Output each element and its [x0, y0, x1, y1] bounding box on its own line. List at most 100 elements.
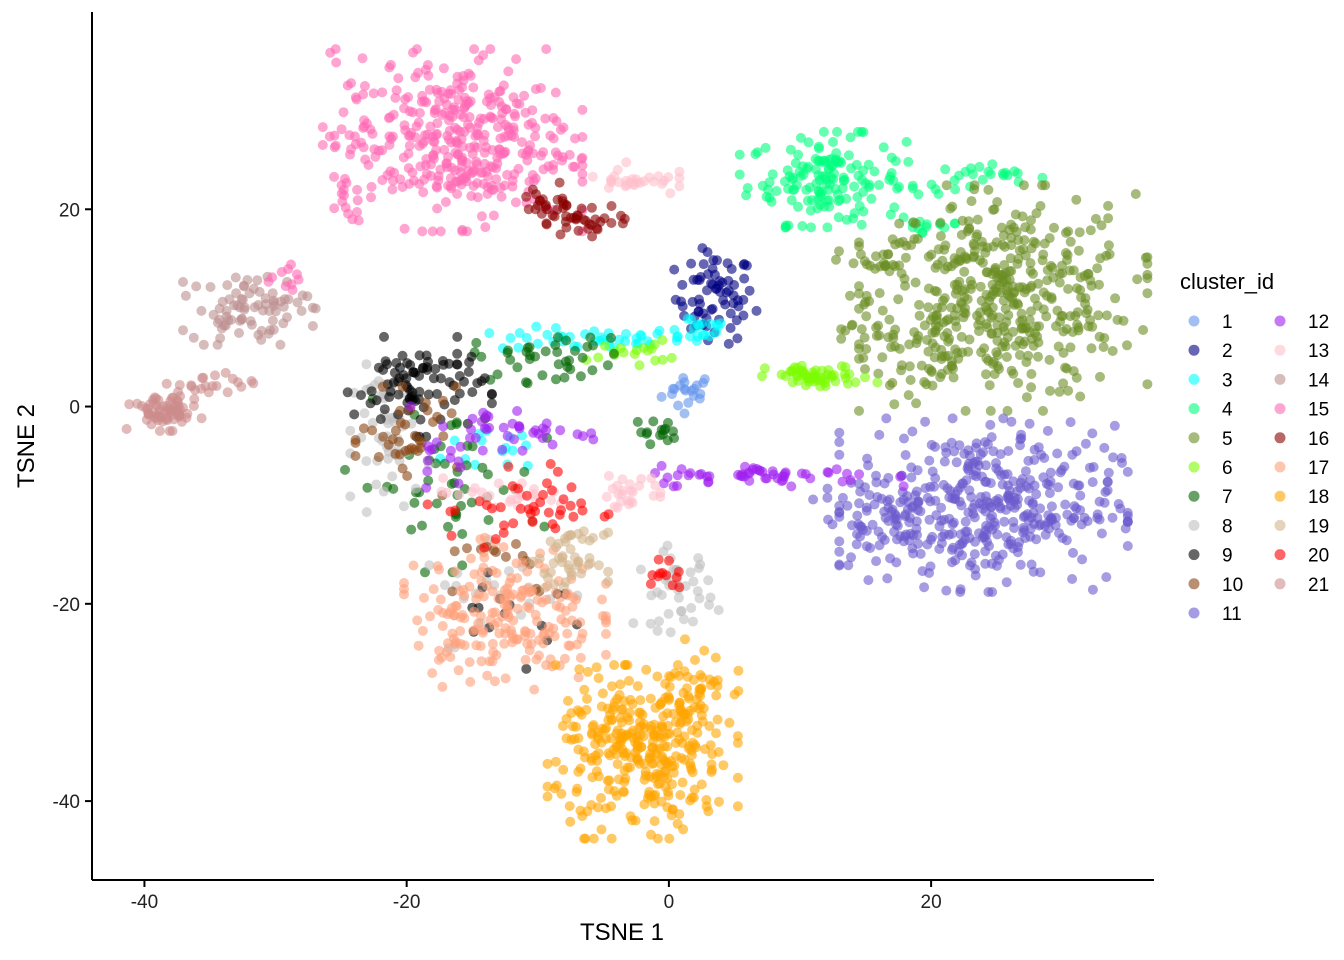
- point-cluster-5: [854, 343, 864, 354]
- y-tick-label: 20: [59, 200, 80, 221]
- point-cluster-13: [438, 473, 449, 484]
- point-cluster-14: [205, 282, 216, 292]
- point-cluster-4: [858, 187, 869, 197]
- point-cluster-11: [1054, 528, 1064, 539]
- point-cluster-20: [647, 570, 658, 581]
- point-cluster-19: [549, 579, 560, 590]
- point-cluster-15: [329, 130, 340, 141]
- point-cluster-5: [1002, 405, 1013, 416]
- point-cluster-21: [210, 370, 220, 381]
- point-cluster-11: [1107, 512, 1118, 523]
- point-cluster-20: [671, 572, 682, 583]
- point-cluster-5: [986, 328, 997, 339]
- point-cluster-5: [871, 251, 881, 262]
- cluster-21-points: [121, 367, 259, 436]
- point-cluster-2: [733, 301, 744, 312]
- legend-item-7: 7: [1188, 487, 1233, 508]
- point-cluster-15: [517, 137, 527, 148]
- point-cluster-18: [732, 772, 743, 783]
- point-cluster-18: [714, 796, 724, 807]
- point-cluster-15: [429, 136, 440, 147]
- point-cluster-11: [1008, 516, 1019, 527]
- point-cluster-5: [998, 321, 1009, 332]
- point-cluster-11: [992, 529, 1003, 540]
- point-cluster-18: [674, 809, 685, 820]
- point-cluster-5: [870, 263, 881, 274]
- point-cluster-21: [220, 367, 231, 378]
- point-cluster-15: [535, 83, 546, 93]
- point-cluster-16: [541, 219, 552, 230]
- point-cluster-5: [984, 380, 995, 391]
- y-tick-label: -20: [53, 595, 80, 616]
- point-cluster-5: [1023, 350, 1034, 361]
- point-cluster-5: [1140, 252, 1151, 263]
- point-cluster-4: [810, 153, 821, 164]
- point-cluster-5: [1038, 249, 1049, 260]
- point-cluster-11: [942, 483, 953, 494]
- point-cluster-15: [557, 155, 568, 166]
- point-cluster-7: [521, 377, 531, 388]
- point-cluster-17: [512, 634, 523, 645]
- point-cluster-9: [342, 387, 353, 398]
- point-cluster-8: [371, 479, 382, 490]
- point-cluster-5: [1004, 266, 1015, 277]
- point-cluster-18: [686, 792, 697, 803]
- point-cluster-15: [387, 131, 398, 142]
- point-cluster-11: [1094, 514, 1105, 525]
- point-cluster-4: [869, 166, 880, 177]
- point-cluster-11: [1059, 461, 1070, 472]
- point-cluster-11: [1008, 476, 1019, 487]
- point-cluster-11: [1029, 444, 1040, 455]
- point-cluster-11: [970, 570, 981, 581]
- point-cluster-17: [543, 621, 554, 632]
- point-cluster-11: [1006, 416, 1017, 427]
- point-cluster-12: [547, 439, 558, 450]
- point-cluster-17: [517, 557, 528, 568]
- point-cluster-14: [264, 306, 275, 316]
- point-cluster-19: [603, 576, 614, 587]
- point-cluster-7: [645, 439, 656, 450]
- x-tick-label: -20: [393, 892, 420, 913]
- point-cluster-6: [839, 369, 850, 380]
- legend-item-20: 20: [1274, 546, 1329, 567]
- point-cluster-5: [930, 320, 941, 331]
- point-cluster-4: [950, 184, 961, 195]
- point-cluster-18: [710, 652, 721, 663]
- point-cluster-7: [559, 372, 570, 383]
- point-cluster-11: [911, 516, 922, 527]
- point-cluster-11: [877, 531, 887, 542]
- point-cluster-19: [540, 582, 551, 593]
- point-cluster-14: [180, 290, 191, 301]
- point-cluster-18: [677, 777, 688, 788]
- point-cluster-12: [422, 455, 433, 466]
- legend-item-13: 13: [1274, 341, 1329, 362]
- point-cluster-17: [442, 609, 453, 620]
- point-cluster-5: [1138, 325, 1149, 335]
- point-cluster-15: [510, 197, 521, 208]
- point-cluster-13: [477, 487, 487, 498]
- point-cluster-3: [507, 445, 518, 456]
- point-cluster-5: [1026, 280, 1037, 291]
- point-cluster-21: [232, 377, 243, 388]
- legend-swatch: [1274, 519, 1286, 531]
- point-cluster-5: [965, 276, 976, 286]
- point-cluster-11: [925, 481, 936, 492]
- point-cluster-5: [1038, 405, 1048, 416]
- point-cluster-18: [646, 829, 656, 840]
- point-cluster-14: [231, 288, 242, 299]
- point-cluster-17: [449, 566, 460, 577]
- point-cluster-12: [467, 413, 478, 424]
- point-cluster-16: [555, 229, 566, 240]
- point-cluster-15: [366, 192, 376, 203]
- points-layer: [121, 44, 1153, 844]
- point-cluster-5: [1024, 314, 1035, 325]
- point-cluster-5: [1001, 352, 1012, 362]
- point-cluster-20: [565, 500, 576, 511]
- point-cluster-17: [498, 542, 509, 553]
- point-cluster-5: [1098, 342, 1109, 352]
- point-cluster-18: [643, 793, 653, 803]
- point-cluster-15: [434, 96, 445, 107]
- point-cluster-5: [941, 180, 952, 191]
- point-cluster-11: [911, 523, 922, 534]
- point-cluster-11: [1115, 503, 1126, 514]
